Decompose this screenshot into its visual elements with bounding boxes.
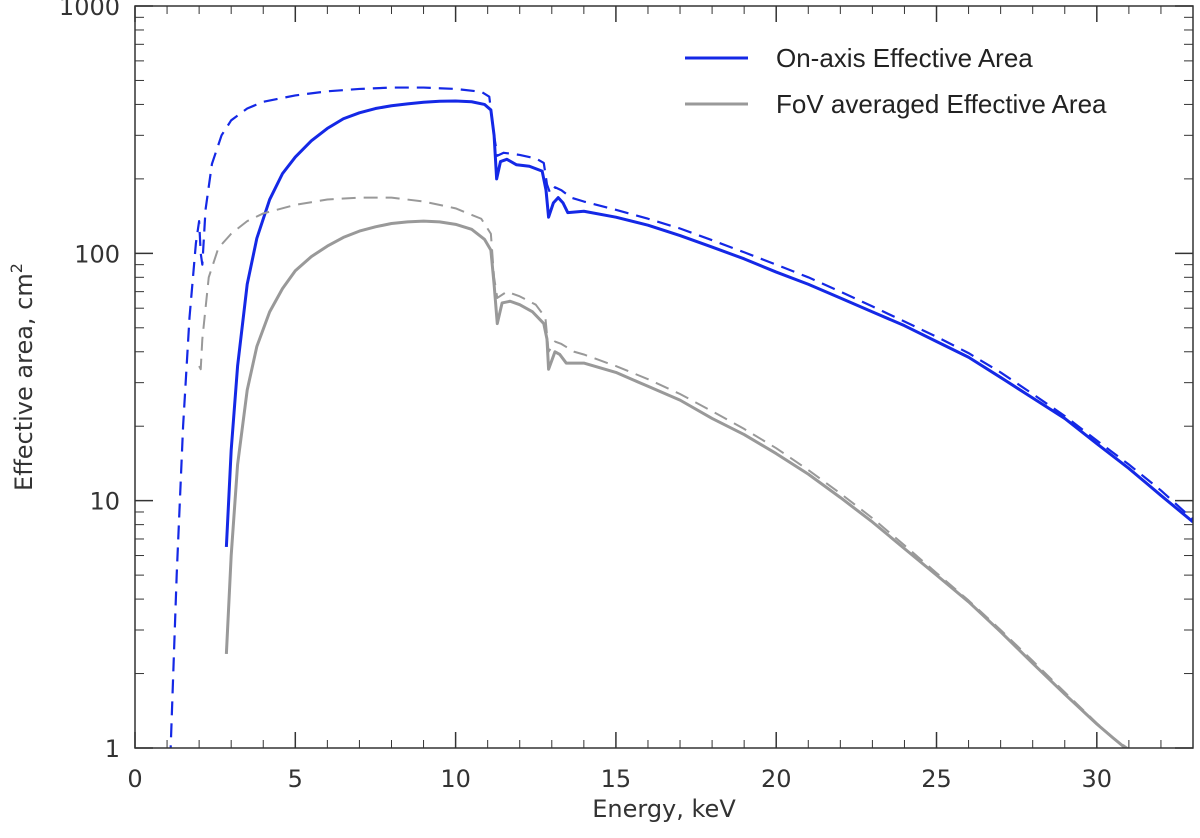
- x-tick-label: 30: [1082, 765, 1113, 793]
- x-tick-label: 10: [440, 765, 471, 793]
- y-axis-title-main: Effective area, cm: [10, 273, 38, 491]
- x-tick-label: 25: [921, 765, 952, 793]
- series-layer: [169, 86, 1193, 748]
- x-tick-label: 15: [601, 765, 632, 793]
- y-tick-label: 1: [105, 735, 120, 763]
- series-line-2: [224, 219, 1128, 748]
- legend-label-fov-averaged: FoV averaged Effective Area: [776, 89, 1107, 119]
- minor-tick-layer: [135, 6, 1194, 748]
- tick-label-layer: 0 5 10 15 20 25 30 1 10 100 1000: [59, 0, 1112, 793]
- y-axis-title: Effective area, cm2: [7, 263, 38, 491]
- x-tick-label: 20: [761, 765, 792, 793]
- x-tick-label: 0: [127, 765, 142, 793]
- series-line-0: [224, 99, 1193, 548]
- legend: On-axis Effective Area FoV averaged Effe…: [685, 43, 1107, 119]
- x-axis-title: Energy, keV: [592, 795, 736, 823]
- plot-frame: [134, 5, 1194, 749]
- legend-label-on-axis: On-axis Effective Area: [776, 43, 1033, 73]
- series-line-1: [169, 86, 1193, 748]
- y-tick-label: 10: [89, 488, 120, 516]
- x-tick-label: 5: [288, 765, 303, 793]
- y-axis-title-superscript: 2: [7, 263, 26, 273]
- y-tick-label: 1000: [59, 0, 120, 21]
- tick-layer: [134, 5, 1193, 749]
- y-tick-label: 100: [74, 240, 120, 268]
- series-line-3: [198, 196, 1130, 748]
